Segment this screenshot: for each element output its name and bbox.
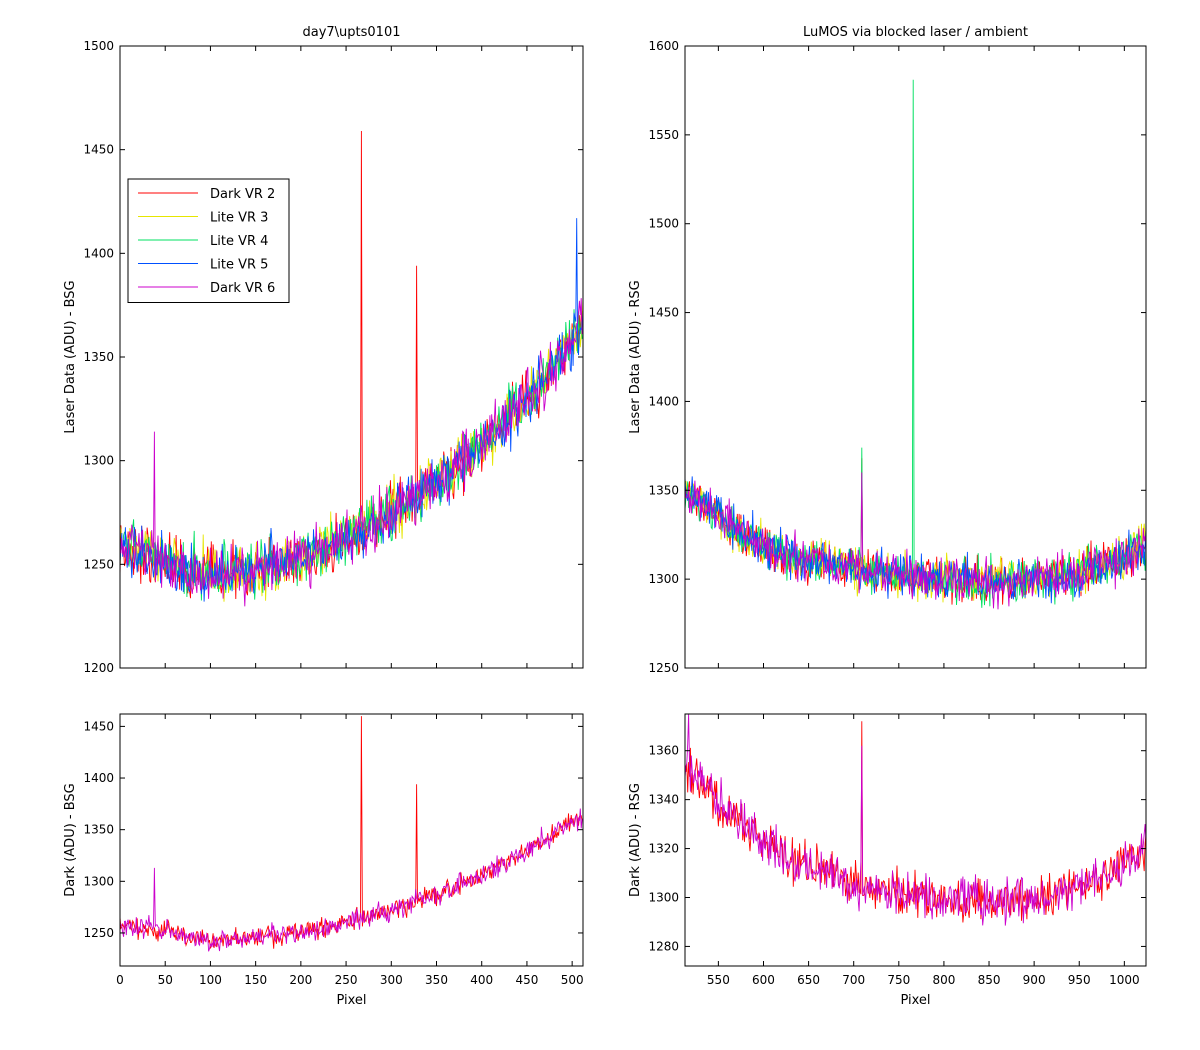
x-tick-label: 300 [380, 973, 403, 987]
series-group [685, 79, 1146, 610]
chart-top-left: 1200 1250 1300 1350 1400 1450 1500 day7\upts010… [63, 25, 584, 675]
x-tick-label: 700 [842, 973, 865, 987]
x-tick-label: 1000 [1109, 973, 1140, 987]
y-tick-label: 1350 [83, 350, 114, 364]
series-line-dark-vr-6 [120, 808, 583, 952]
legend-entry: Lite VR 5 [210, 258, 268, 273]
legend-box [127, 178, 290, 303]
x-tick-label: 200 [289, 973, 312, 987]
y-tick-label: 1400 [83, 246, 114, 260]
axes-frame [684, 713, 1147, 967]
legend: Dark VR 2 Lite VR 3 Lite VR 4 Lite VR 5 Dark… [127, 178, 290, 303]
chart-title: day7\upts0101 [302, 25, 400, 40]
axes-frame [684, 45, 1147, 669]
y-tick-label: 1500 [648, 217, 679, 231]
y-tick-label: 1500 [83, 39, 114, 53]
x-tick-label: 550 [707, 973, 730, 987]
x-tick-label: 750 [887, 973, 910, 987]
x-tick-label: 350 [425, 973, 448, 987]
x-tick-label: 0 [116, 973, 124, 987]
y-tick-label: 1450 [83, 143, 114, 157]
series-group [685, 714, 1146, 926]
y-tick-label: 1300 [648, 572, 679, 586]
y-tick-label: 1450 [83, 719, 114, 733]
y-tick-label: 1250 [648, 661, 679, 675]
y-tick-label: 1360 [648, 744, 679, 758]
y-tick-label: 1300 [83, 454, 114, 468]
x-tick-label: 150 [244, 973, 267, 987]
series-line-dark-vr-2 [685, 721, 1146, 923]
x-tick-label: 600 [752, 973, 775, 987]
legend-entry: Dark VR 6 [210, 281, 275, 296]
x-tick-label: 450 [515, 973, 538, 987]
legend-entry: Dark VR 2 [210, 187, 275, 202]
y-tick-label: 1350 [648, 483, 679, 497]
y-axis-label: Dark (ADU) - BSG [63, 783, 78, 897]
series-line-dark-vr-6 [120, 298, 583, 607]
x-tick-label: 250 [335, 973, 358, 987]
y-tick-label: 1200 [83, 661, 114, 675]
y-axis-label: Dark (ADU) - RSG [628, 783, 643, 897]
x-tick-label: 900 [1023, 973, 1046, 987]
chart-bottom-left: 0 50 100 150 200 250 300 350 400 450 500 1250 1300 13… [63, 713, 584, 1008]
y-tick-label: 1250 [83, 557, 114, 571]
y-tick-label: 1300 [648, 890, 679, 904]
y-tick-label: 1550 [648, 128, 679, 142]
x-tick-label: 500 [561, 973, 584, 987]
y-tick-label: 1250 [83, 926, 114, 940]
y-tick-label: 1280 [648, 939, 679, 953]
series-group [120, 716, 583, 952]
y-tick-label: 1400 [648, 394, 679, 408]
y-axis-label: Laser Data (ADU) - BSG [63, 280, 78, 433]
series-line-dark-vr-6 [685, 472, 1146, 610]
x-tick-label: 400 [470, 973, 493, 987]
x-tick-label: 850 [978, 973, 1001, 987]
y-tick-label: 1450 [648, 306, 679, 320]
legend-entry: Lite VR 3 [210, 211, 268, 226]
x-tick-label: 100 [199, 973, 222, 987]
legend-entry: Lite VR 4 [210, 234, 268, 249]
y-axis-label: Laser Data (ADU) - RSG [628, 280, 643, 434]
y-tick-label: 1350 [83, 823, 114, 837]
y-tick-label: 1600 [648, 39, 679, 53]
axes-frame [119, 713, 584, 967]
x-tick-label: 800 [932, 973, 955, 987]
chart-title: LuMOS via blocked laser / ambient [803, 25, 1028, 40]
plot-area [120, 714, 583, 966]
chart-top-right: 1250 1300 1350 1400 1450 1500 1550 1600 LuMOS vi… [628, 25, 1147, 675]
x-axis-label: Pixel [900, 993, 930, 1008]
x-tick-label: 950 [1068, 973, 1091, 987]
y-tick-label: 1300 [83, 874, 114, 888]
x-tick-label: 50 [158, 973, 173, 987]
plot-area [120, 46, 583, 668]
chart-bottom-right: 550 600 650 700 750 800 850 900 950 1000 1280 1300 1… [628, 713, 1147, 1008]
y-tick-label: 1400 [83, 771, 114, 785]
y-tick-label: 1340 [648, 793, 679, 807]
plot-area [685, 714, 1146, 966]
y-tick-label: 1320 [648, 842, 679, 856]
series-line-dark-vr-6 [685, 714, 1146, 926]
x-tick-label: 650 [797, 973, 820, 987]
x-axis-label: Pixel [336, 993, 366, 1008]
series-group [120, 130, 583, 607]
